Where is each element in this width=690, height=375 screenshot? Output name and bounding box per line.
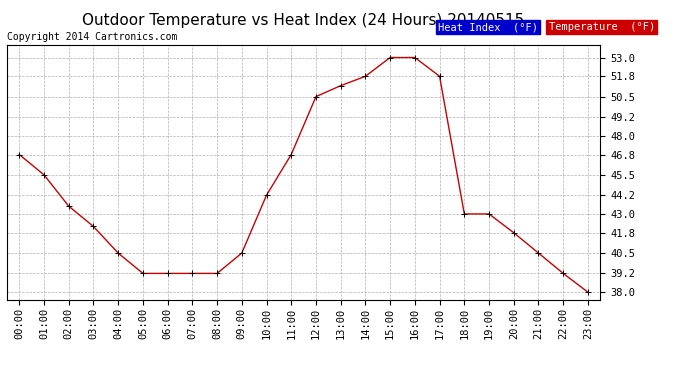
Text: Copyright 2014 Cartronics.com: Copyright 2014 Cartronics.com	[7, 32, 177, 42]
Text: Temperature  (°F): Temperature (°F)	[549, 22, 655, 32]
Text: Heat Index  (°F): Heat Index (°F)	[438, 22, 538, 32]
Text: Outdoor Temperature vs Heat Index (24 Hours) 20140515: Outdoor Temperature vs Heat Index (24 Ho…	[83, 13, 524, 28]
